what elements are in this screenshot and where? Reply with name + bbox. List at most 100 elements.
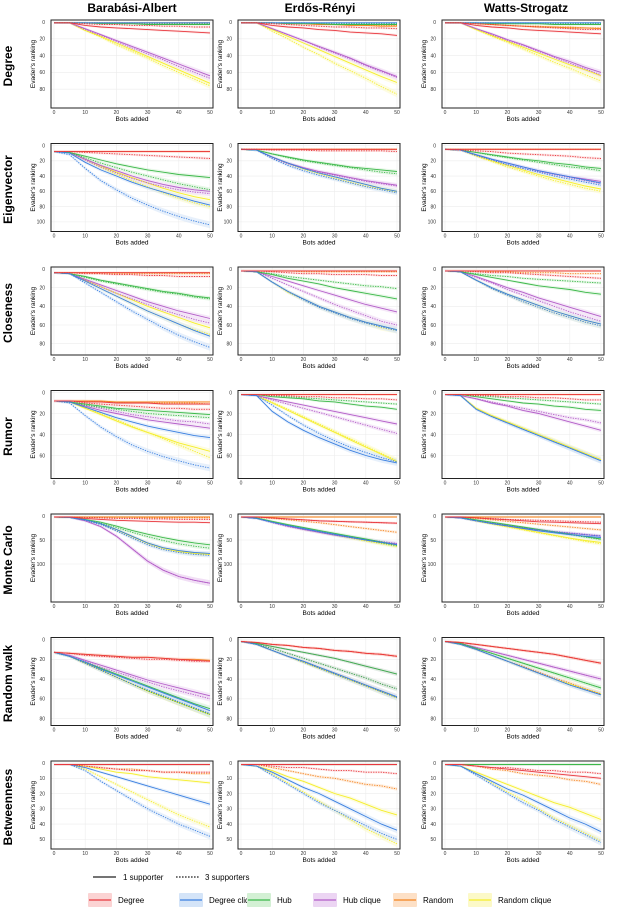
x-tick-label: 40 xyxy=(363,110,369,116)
ribbon-degree-clique-dotted xyxy=(54,763,210,840)
y-tick-label: 80 xyxy=(226,204,232,210)
legend-item-degree: Degree xyxy=(88,893,145,907)
series-line-random-clique-dotted xyxy=(444,764,602,842)
x-axis-label: Bots added xyxy=(507,734,540,741)
x-tick-label: 20 xyxy=(301,357,307,363)
y-tick-label: 20 xyxy=(226,159,232,165)
x-tick-label: 10 xyxy=(473,851,479,857)
row-title-closeness: Closeness xyxy=(1,283,15,343)
series-line-hub-dotted xyxy=(444,148,602,172)
x-tick-label: 10 xyxy=(473,357,479,363)
series-line-hub-dotted xyxy=(444,641,602,689)
series-line-hub-dotted xyxy=(53,151,211,191)
x-tick-label: 40 xyxy=(176,357,182,363)
series-line-degree-dotted xyxy=(445,394,601,401)
x-tick-label: 50 xyxy=(598,110,604,116)
x-axis-label: Bots added xyxy=(507,240,540,247)
x-tick-label: 0 xyxy=(53,604,56,610)
y-axis-label: Evader's ranking xyxy=(217,287,224,336)
y-tick-label: 0 xyxy=(42,637,45,643)
y-tick-label: 80 xyxy=(39,204,45,210)
series-line-hub-clique-solid xyxy=(53,151,211,192)
y-axis-label: Evader's ranking xyxy=(421,534,428,583)
panel-border xyxy=(237,266,401,356)
y-tick-label: 0 xyxy=(229,637,232,643)
legend: 1 supporter 3 supporters Degree Degree cl… xyxy=(88,873,552,907)
y-axis-label: Evader's ranking xyxy=(217,534,224,583)
ribbon-hub-clique-solid xyxy=(241,269,397,315)
y-tick-label: 80 xyxy=(226,341,232,347)
x-tick-label: 20 xyxy=(114,851,120,857)
x-tick-label: 40 xyxy=(176,728,182,734)
x-tick-label: 0 xyxy=(53,481,56,487)
x-tick-label: 40 xyxy=(567,604,573,610)
y-tick-label: 40 xyxy=(39,174,45,180)
x-tick-label: 40 xyxy=(176,234,182,240)
ribbon-hub-dotted xyxy=(445,148,601,173)
legend-item-random-clique: Random clique xyxy=(468,893,552,907)
x-axis-label: Bots added xyxy=(116,610,149,617)
x-tick-label: 10 xyxy=(473,234,479,240)
panel-monte-carlo-barabasi-albert: 0 10 20 30 40 50 0 50 100 Bots added Evader's rank… xyxy=(30,513,214,617)
panel-border xyxy=(50,390,214,479)
y-axis-label: Evader's ranking xyxy=(30,287,37,336)
panel-border xyxy=(237,390,401,479)
legend-1-supporter-label: 1 supporter xyxy=(123,873,164,882)
y-tick-label: 0 xyxy=(42,761,45,767)
ribbon-hub-dotted xyxy=(54,399,210,420)
legend-item-random: Random xyxy=(393,893,454,907)
y-tick-label: 80 xyxy=(226,87,232,93)
x-tick-label: 40 xyxy=(176,110,182,116)
series-line-random-clique-solid xyxy=(444,764,602,820)
ribbon-degree-clique-dotted xyxy=(445,640,601,698)
x-tick-label: 20 xyxy=(505,234,511,240)
x-tick-label: 40 xyxy=(567,851,573,857)
y-tick-label: 10 xyxy=(226,776,232,782)
y-tick-label: 60 xyxy=(430,697,436,703)
x-axis-label: Bots added xyxy=(507,610,540,617)
x-tick-label: 0 xyxy=(240,604,243,610)
y-tick-label: 20 xyxy=(226,37,232,43)
y-tick-label: 60 xyxy=(430,70,436,76)
y-tick-label: 20 xyxy=(226,657,232,663)
panel-border xyxy=(441,637,605,726)
series-line-hub-clique-solid xyxy=(53,400,211,429)
row-title-rumor: Rumor xyxy=(1,417,15,456)
row-title-betweenness: Betweenness xyxy=(1,768,15,845)
series-line-hub-clique-dotted xyxy=(53,272,211,324)
y-tick-label: 0 xyxy=(42,267,45,273)
series-line-random-clique-solid xyxy=(445,22,602,77)
x-tick-label: 20 xyxy=(505,357,511,363)
panel-border xyxy=(441,266,605,356)
y-tick-label: 0 xyxy=(433,514,436,520)
series-line-degree-clique-dotted xyxy=(444,394,602,462)
ribbon-hub-dotted xyxy=(54,516,210,551)
series-line-hub-dotted xyxy=(53,651,211,716)
series-line-degree-clique-dotted xyxy=(444,516,602,537)
x-tick-label: 50 xyxy=(394,234,400,240)
series-line-degree-clique-dotted xyxy=(240,270,398,332)
legend-label-hub: Hub xyxy=(277,896,292,905)
x-tick-label: 40 xyxy=(567,234,573,240)
series-line-degree-dotted xyxy=(241,270,397,276)
y-tick-label: 0 xyxy=(42,143,45,149)
x-tick-label: 20 xyxy=(114,357,120,363)
series-line-hub-clique-dotted xyxy=(240,270,398,326)
ribbon-degree-clique-dotted xyxy=(445,269,601,329)
series-line-random-clique-dotted xyxy=(240,148,398,193)
x-tick-label: 50 xyxy=(394,604,400,610)
y-tick-label: 60 xyxy=(39,453,45,459)
y-tick-label: 80 xyxy=(430,87,436,93)
series-line-degree-dotted xyxy=(54,151,211,159)
series-line-hub-clique-dotted xyxy=(444,394,602,424)
panel-border xyxy=(237,19,401,109)
y-tick-label: 20 xyxy=(39,411,45,417)
y-tick-label: 60 xyxy=(39,697,45,703)
x-tick-label: 20 xyxy=(505,604,511,610)
ribbon-degree-clique-dotted xyxy=(241,269,397,334)
x-tick-label: 10 xyxy=(473,481,479,487)
panel-betweenness-erdos-renyi: 0 10 20 30 40 50 0 10 20 30 40 50 Bots added Evader's… xyxy=(217,760,401,864)
series-line-hub-solid xyxy=(445,394,602,411)
series-line-degree-clique-solid xyxy=(444,764,602,833)
y-tick-label: 0 xyxy=(433,20,436,26)
